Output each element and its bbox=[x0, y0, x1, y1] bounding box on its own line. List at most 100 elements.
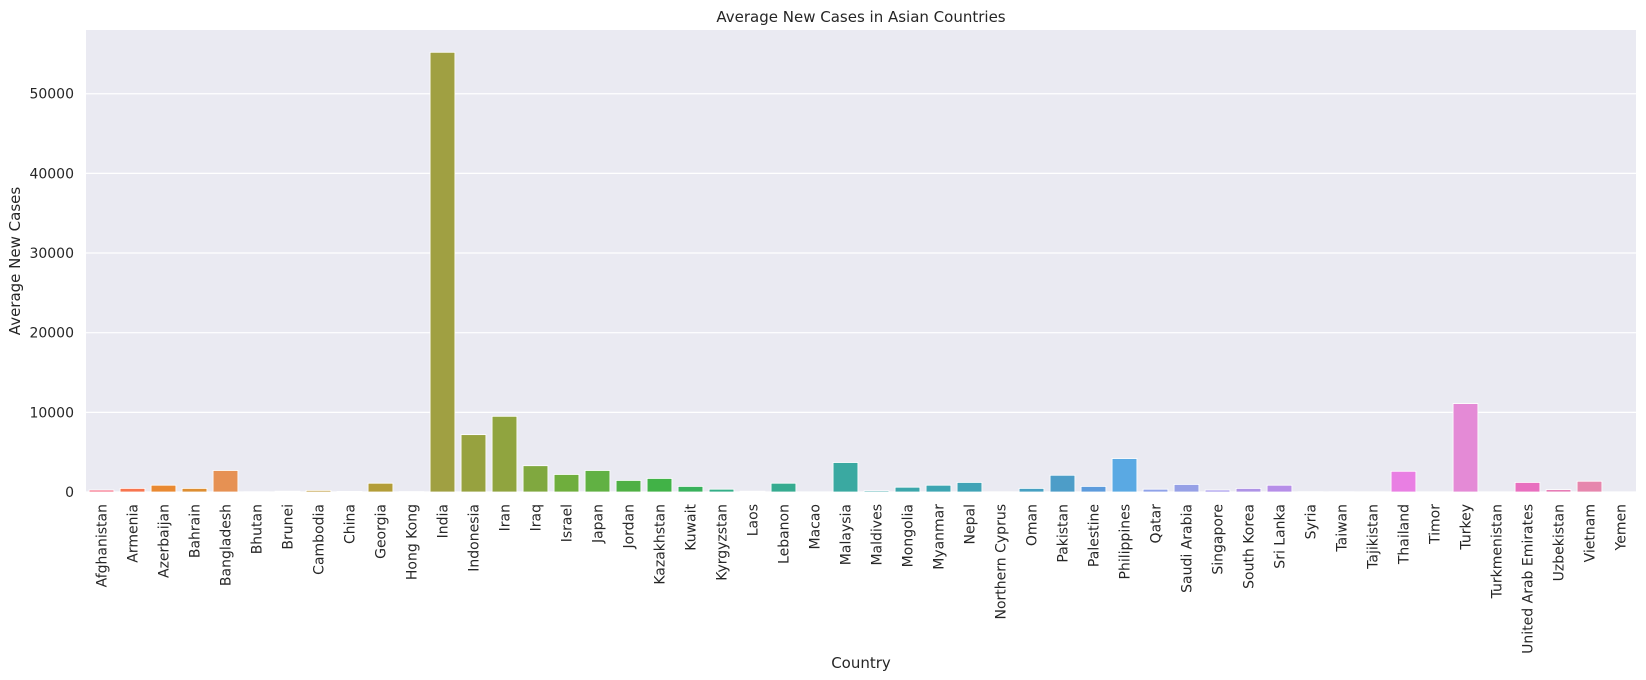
x-tick-label: Turkmenistan bbox=[1490, 504, 1506, 599]
bar bbox=[1142, 488, 1169, 493]
bar bbox=[1545, 489, 1572, 493]
x-tick-label: Iran bbox=[498, 504, 514, 531]
bar bbox=[1576, 480, 1603, 493]
x-tick-label: Philippines bbox=[1118, 504, 1134, 579]
bar bbox=[119, 488, 146, 493]
x-tick-label: Northern Cyprus bbox=[994, 504, 1010, 619]
bar bbox=[1204, 489, 1231, 493]
x-tick-label: United Arab Emirates bbox=[1521, 504, 1537, 654]
x-tick-label: Singapore bbox=[1211, 504, 1227, 575]
bar bbox=[336, 490, 363, 493]
x-tick-label: Azerbaijan bbox=[157, 504, 173, 578]
x-tick-label: Afghanistan bbox=[95, 504, 111, 587]
bar bbox=[1452, 403, 1479, 493]
bar bbox=[739, 490, 766, 493]
bar bbox=[677, 486, 704, 493]
x-tick-label: Sri Lanka bbox=[1273, 504, 1289, 569]
x-tick-label: Kuwait bbox=[684, 503, 700, 550]
y-tick-label: 30000 bbox=[29, 246, 74, 262]
x-tick-label: Japan bbox=[591, 504, 607, 544]
bar bbox=[88, 489, 115, 493]
x-tick-label: Taiwan bbox=[1335, 504, 1351, 553]
chart-title: Average New Cases in Asian Countries bbox=[716, 8, 1005, 26]
y-tick-labels: 0 10000 20000 30000 40000 50000 bbox=[29, 87, 74, 501]
x-tick-label: Brunei bbox=[281, 504, 297, 550]
x-tick-label: Bangladesh bbox=[219, 504, 235, 586]
bar bbox=[181, 488, 208, 493]
bar bbox=[1080, 486, 1107, 493]
x-tick-label: Uzbekistan bbox=[1552, 504, 1568, 581]
bar bbox=[150, 484, 177, 493]
x-tick-label: Iraq bbox=[529, 504, 545, 531]
bar bbox=[212, 470, 239, 493]
y-tick-label: 20000 bbox=[29, 326, 74, 342]
x-tick-label: Nepal bbox=[963, 504, 979, 544]
bars bbox=[88, 51, 1634, 493]
x-tick-labels: Afghanistan Armenia Azerbaijan Bahrain Bangl… bbox=[95, 503, 1630, 653]
x-tick-label: Hong Kong bbox=[405, 504, 421, 580]
y-tick-label: 10000 bbox=[29, 405, 74, 421]
x-axis-label: Country bbox=[831, 654, 891, 672]
x-tick-label: Indonesia bbox=[467, 504, 483, 572]
bar bbox=[522, 465, 549, 493]
bar bbox=[770, 482, 797, 493]
bar bbox=[1173, 484, 1200, 493]
bar bbox=[305, 490, 332, 493]
y-tick-label: 40000 bbox=[29, 166, 74, 182]
x-tick-label: Timor bbox=[1428, 504, 1444, 545]
x-tick-label: Kazakhstan bbox=[653, 504, 669, 585]
y-tick-label: 50000 bbox=[29, 87, 74, 103]
x-tick-label: Kyrgyzstan bbox=[715, 504, 731, 581]
bar bbox=[1390, 470, 1417, 493]
x-tick-label: Bahrain bbox=[188, 504, 204, 558]
x-tick-label: Maldives bbox=[870, 504, 886, 566]
y-axis-label: Average New Cases bbox=[6, 187, 24, 336]
bar bbox=[491, 415, 518, 493]
x-tick-label: Pakistan bbox=[1056, 504, 1072, 563]
x-tick-label: Myanmar bbox=[932, 504, 948, 570]
bar bbox=[1235, 488, 1262, 493]
bar bbox=[429, 51, 456, 493]
x-tick-label: Vietnam bbox=[1583, 504, 1599, 562]
x-tick-label: Macao bbox=[808, 504, 824, 550]
bar bbox=[646, 478, 673, 493]
bar bbox=[1514, 482, 1541, 493]
x-tick-label: Palestine bbox=[1087, 504, 1103, 567]
bar bbox=[1111, 458, 1138, 493]
x-tick-label: Syria bbox=[1304, 504, 1320, 539]
x-tick-label: South Korea bbox=[1242, 504, 1258, 589]
x-tick-label: Oman bbox=[1025, 504, 1041, 546]
x-tick-label: Malaysia bbox=[839, 504, 855, 565]
bar bbox=[460, 434, 487, 493]
bar bbox=[367, 482, 394, 493]
x-tick-label: Qatar bbox=[1149, 504, 1165, 544]
bar bbox=[584, 470, 611, 493]
x-tick-label: Bhutan bbox=[250, 504, 266, 554]
x-tick-label: Saudi Arabia bbox=[1180, 504, 1196, 593]
bar bbox=[1049, 474, 1076, 493]
bar bbox=[956, 482, 983, 493]
y-tick-label: 0 bbox=[65, 485, 74, 501]
bar bbox=[1018, 488, 1045, 493]
x-tick-label: Jordan bbox=[622, 504, 638, 550]
bar bbox=[553, 474, 580, 493]
bar bbox=[832, 462, 859, 493]
x-tick-label: Lebanon bbox=[777, 504, 793, 564]
bar bbox=[863, 490, 890, 493]
bar bbox=[1266, 484, 1293, 493]
x-tick-label: Georgia bbox=[374, 504, 390, 559]
x-tick-label: Armenia bbox=[126, 504, 142, 563]
bar bbox=[708, 488, 735, 493]
x-tick-label: Tajikistan bbox=[1366, 504, 1382, 570]
x-tick-label: India bbox=[436, 504, 452, 538]
x-tick-label: Israel bbox=[560, 504, 576, 542]
x-tick-label: China bbox=[343, 504, 359, 544]
bar bbox=[894, 486, 921, 493]
x-tick-label: Turkey bbox=[1459, 504, 1475, 551]
x-tick-label: Cambodia bbox=[312, 504, 328, 575]
plot-background bbox=[86, 30, 1636, 492]
bar bbox=[274, 490, 301, 493]
bar bbox=[615, 480, 642, 493]
bar bbox=[925, 484, 952, 493]
